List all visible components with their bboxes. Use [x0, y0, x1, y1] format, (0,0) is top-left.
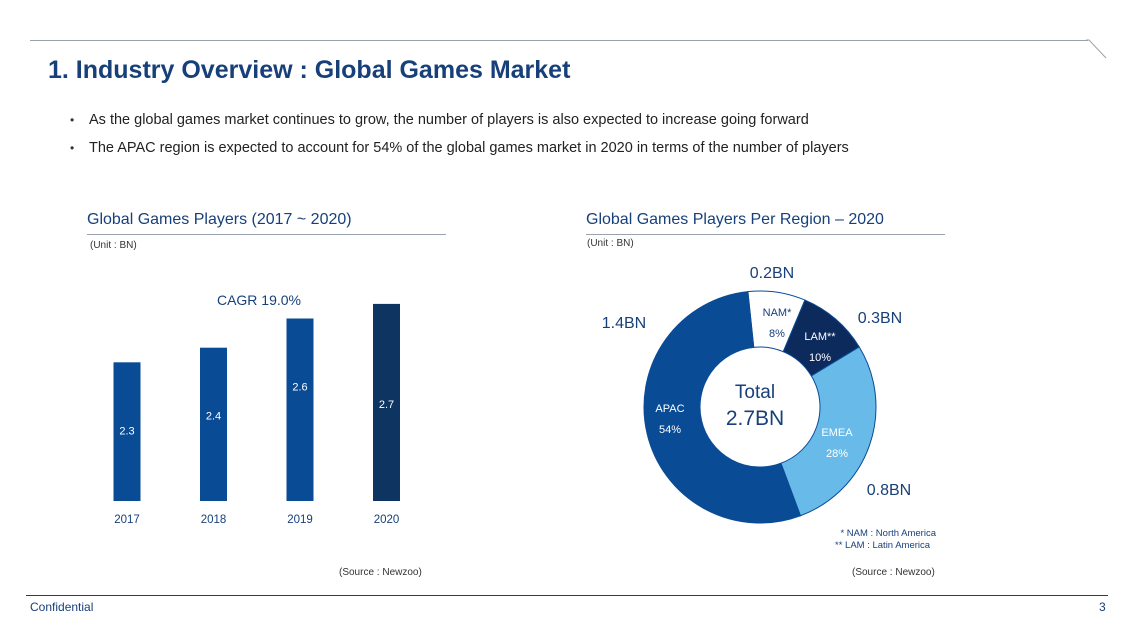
page-number: 3	[1099, 600, 1106, 614]
emea-slice-name: EMEA	[821, 427, 853, 439]
apac-value-label: 1.4BN	[602, 315, 646, 332]
x-tick-label: 2018	[201, 514, 227, 526]
lam-value-label: 0.3BN	[858, 310, 902, 327]
apac-slice-name: APAC	[655, 403, 684, 415]
x-tick-label: 2019	[287, 514, 313, 526]
bar-2018	[200, 347, 227, 501]
bar-chart: CAGR 19.0% 2.3 2017 2.4 2018 2.6 2019 2.7 2020	[113, 292, 400, 526]
bar-chart-unit: (Unit : BN)	[90, 240, 137, 251]
header-rule	[30, 40, 1088, 41]
corner-fold-icon	[1086, 39, 1107, 59]
bar-2017	[113, 362, 141, 501]
bullet-item: As the global games market continues to …	[70, 108, 849, 136]
bar-value-label: 2.6	[292, 382, 307, 394]
bar-value-label: 2.3	[119, 425, 134, 437]
donut-layer	[643, 290, 877, 524]
donut-chart-title: Global Games Players Per Region – 2020	[586, 211, 884, 228]
bullet-item: The APAC region is expected to account f…	[70, 136, 849, 164]
x-tick-label: 2017	[114, 514, 140, 526]
x-tick-label: 2020	[374, 514, 400, 526]
bar-chart-title: Global Games Players (2017 ~ 2020)	[87, 211, 352, 228]
bar-chart-source: (Source : Newzoo)	[339, 567, 422, 578]
bar-2019	[286, 318, 314, 501]
bar-2020	[373, 303, 400, 501]
emea-slice-percent: 28%	[826, 448, 848, 460]
nam-slice-name: NAM*	[763, 307, 792, 319]
lam-slice-name: LAM**	[804, 331, 836, 343]
emea-slice	[780, 346, 877, 517]
footnote-lam: ** LAM : Latin America	[835, 540, 931, 551]
bullet-list: As the global games market continues to …	[70, 108, 849, 164]
nam-value-label: 0.2BN	[750, 265, 794, 282]
bar-value-label: 2.7	[379, 399, 394, 411]
donut-chart-title-rule	[586, 234, 945, 235]
bars-layer: 2.3 2017 2.4 2018 2.6 2019 2.7 2020	[113, 303, 400, 526]
apac-slice	[643, 291, 802, 524]
donut-chart: Total 2.7BN 0.2BN 0.3BN 0.8BN 1.4BN NAM*…	[602, 265, 937, 539]
donut-chart-source: (Source : Newzoo)	[852, 567, 935, 578]
lam-slice-percent: 10%	[809, 352, 831, 364]
emea-value-label: 0.8BN	[867, 482, 911, 499]
footer-rule	[26, 595, 1108, 596]
bar-chart-title-rule	[87, 234, 446, 235]
donut-chart-unit: (Unit : BN)	[587, 238, 634, 249]
page-title: 1. Industry Overview : Global Games Mark…	[48, 56, 571, 84]
footer-confidential: Confidential	[30, 600, 94, 614]
cagr-annotation: CAGR 19.0%	[217, 292, 301, 308]
bar-value-label: 2.4	[206, 411, 221, 423]
apac-slice-percent: 54%	[659, 424, 681, 436]
donut-center-label: Total	[735, 382, 775, 403]
nam-slice-percent: 8%	[769, 328, 785, 340]
footnote-nam: * NAM : North America	[840, 528, 936, 539]
donut-center-value: 2.7BN	[726, 407, 784, 430]
